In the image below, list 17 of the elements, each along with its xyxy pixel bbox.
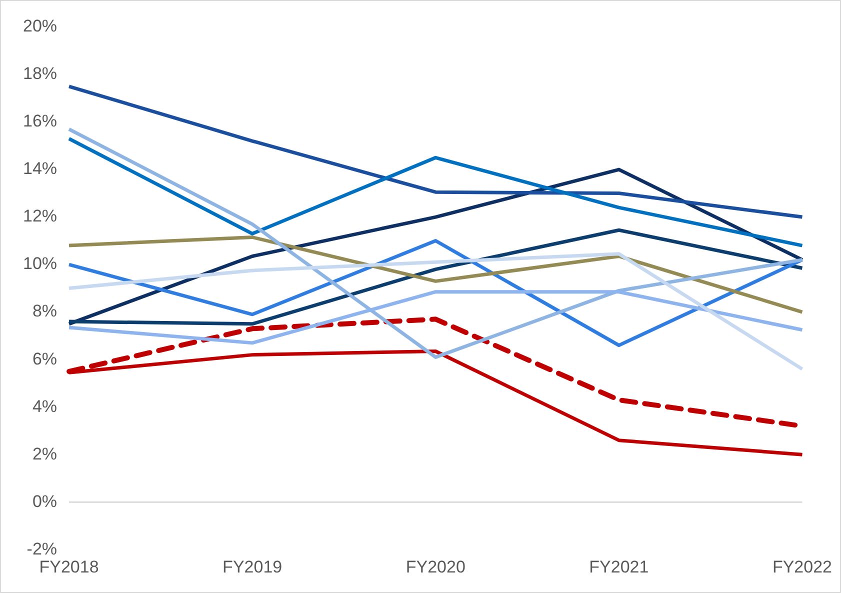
y-tick-label: 18% bbox=[22, 64, 58, 84]
y-tick-label: 16% bbox=[22, 112, 58, 131]
y-tick-label: 14% bbox=[22, 159, 58, 178]
y-tick-label: 4% bbox=[32, 396, 58, 416]
x-tick-label: FY2019 bbox=[222, 557, 282, 576]
y-tick-label: 6% bbox=[32, 349, 58, 368]
x-tick-label: FY2022 bbox=[772, 557, 832, 576]
y-tick-label: 10% bbox=[22, 254, 58, 274]
y-tick-label: -2% bbox=[26, 539, 58, 558]
y-tick-label: 20% bbox=[22, 16, 58, 36]
y-tick-label: 12% bbox=[22, 206, 58, 226]
x-tick-label: FY2021 bbox=[589, 557, 649, 576]
x-tick-label: FY2020 bbox=[406, 557, 466, 576]
x-tick-label: FY2018 bbox=[39, 557, 99, 576]
y-tick-label: 8% bbox=[32, 302, 58, 321]
y-tick-label: 0% bbox=[32, 492, 58, 511]
y-tick-label: 2% bbox=[32, 444, 58, 464]
